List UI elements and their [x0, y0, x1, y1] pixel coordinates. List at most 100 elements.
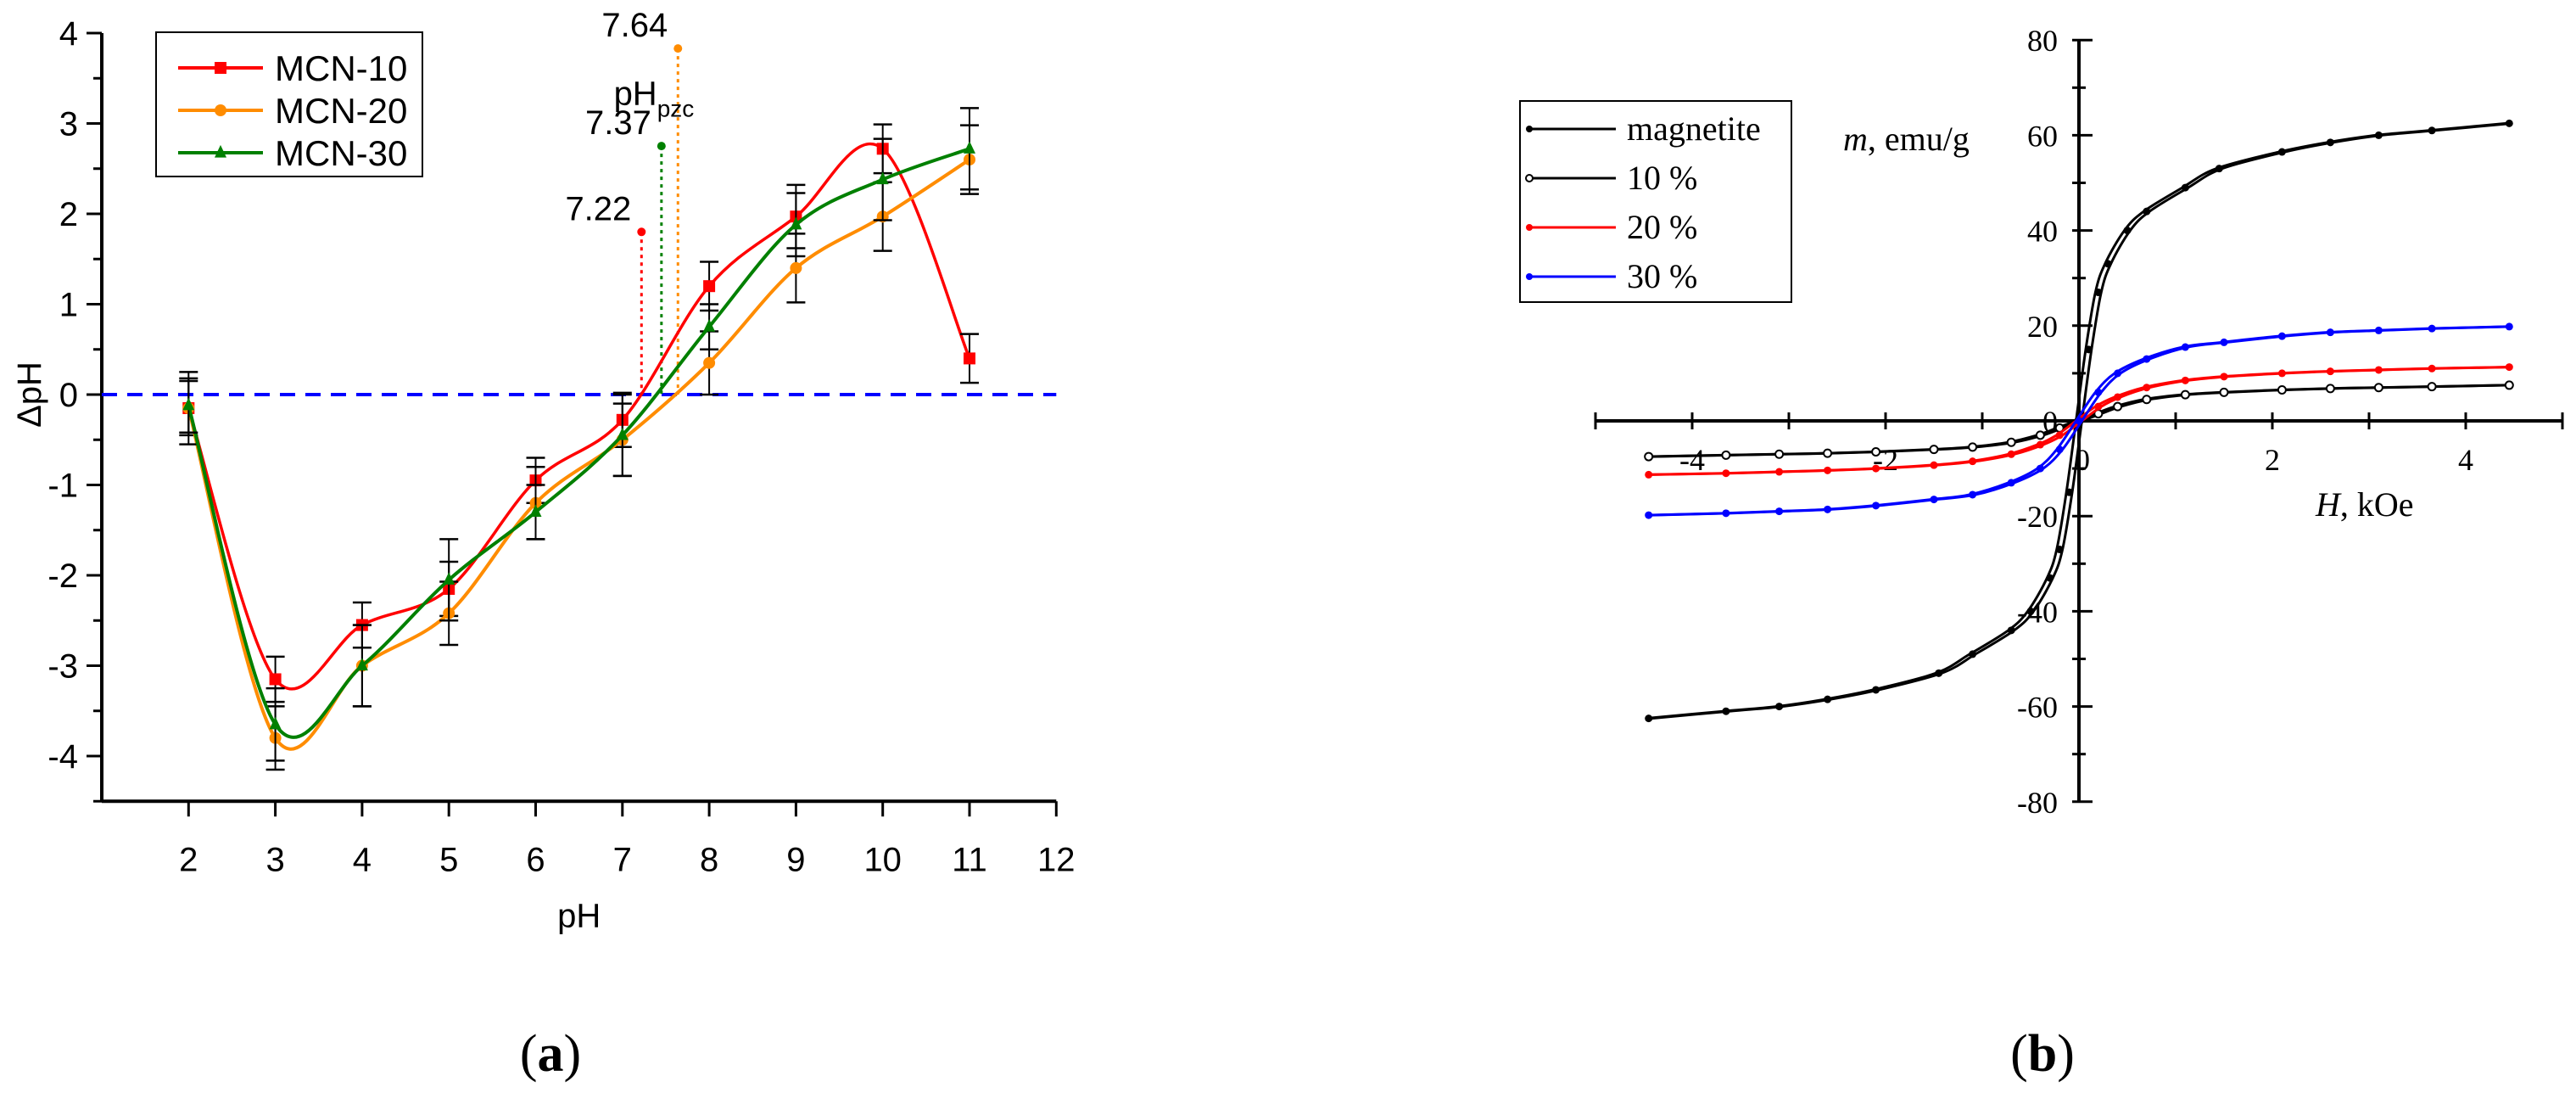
x-tick-label: 7	[613, 841, 632, 878]
data-point	[1935, 669, 1943, 677]
data-point	[215, 104, 226, 116]
data-point	[443, 572, 455, 585]
data-point	[355, 658, 368, 671]
series-30	[1645, 322, 2513, 519]
data-point	[2180, 389, 2190, 400]
series-line	[187, 142, 971, 691]
data-point	[2505, 322, 2513, 331]
pzc-value-label: 7.22	[565, 190, 631, 227]
data-point	[2036, 440, 2044, 449]
data-point	[2277, 148, 2286, 156]
data-point	[2277, 385, 2287, 395]
data-point	[2220, 338, 2228, 346]
data-point	[1823, 448, 1833, 458]
data-point	[1645, 470, 1653, 479]
data-point	[1526, 273, 1533, 280]
data-point	[2114, 393, 2122, 401]
y-tick-label: 60	[2027, 119, 2058, 153]
data-point	[2505, 119, 2513, 127]
data-point	[1722, 509, 1730, 518]
data-point	[2325, 384, 2335, 394]
data-point	[1969, 650, 1977, 658]
x-tick-label: 5	[439, 841, 458, 878]
data-point	[1722, 707, 1730, 715]
data-point	[2427, 382, 2437, 392]
series-mcn-30	[179, 107, 979, 762]
y-tick-label: 80	[2027, 24, 2058, 58]
data-point	[2114, 369, 2122, 378]
y-tick-label: -3	[47, 648, 78, 686]
data-point	[2026, 607, 2035, 615]
data-point	[2036, 464, 2044, 473]
data-point	[1969, 457, 1977, 466]
data-point	[2094, 388, 2103, 396]
data-point	[2326, 367, 2334, 376]
data-point	[1775, 703, 1784, 711]
data-point	[1824, 466, 1832, 474]
data-point	[1824, 695, 1832, 703]
data-point	[2143, 207, 2151, 216]
y-tick-label: 3	[59, 106, 78, 143]
data-point	[2046, 574, 2054, 582]
y-tick-label: -60	[2017, 691, 2058, 725]
data-point	[2055, 431, 2064, 440]
y-tick-label: 40	[2027, 215, 2058, 249]
data-point	[2220, 373, 2228, 381]
data-point	[1872, 686, 1880, 694]
data-point	[2373, 383, 2383, 393]
x-tick-label: 10	[863, 841, 902, 878]
y-tick-label: 20	[2027, 310, 2058, 344]
data-point	[2326, 328, 2334, 337]
y-axis-label: ΔpH	[11, 361, 48, 428]
data-point	[2181, 343, 2189, 351]
pzc-point	[673, 44, 683, 53]
x-tick-label: 9	[786, 841, 805, 878]
data-point	[1775, 468, 1784, 476]
y-tick-label: -80	[2017, 786, 2058, 820]
data-point	[703, 319, 716, 332]
x-tick-label: 11	[952, 841, 987, 878]
x-tick-label: 6	[526, 841, 545, 878]
x-tick-label: 2	[179, 841, 198, 878]
series-line	[187, 158, 971, 751]
data-point	[2326, 138, 2334, 147]
data-point	[2007, 479, 2015, 487]
x-tick-label: -4	[1679, 443, 1705, 477]
data-point	[2113, 401, 2123, 412]
data-point	[2504, 380, 2514, 390]
data-point	[2075, 417, 2083, 425]
y-tick-label: 2	[59, 196, 78, 233]
x-tick-label: 3	[265, 841, 284, 878]
pzc-point	[637, 227, 646, 237]
y-tick-label: 1	[59, 287, 78, 324]
data-point	[2094, 402, 2103, 411]
data-point	[2428, 364, 2436, 373]
x-axis-label: pH	[557, 897, 601, 934]
y-tick-label: -2	[47, 558, 78, 595]
data-point	[1526, 224, 1533, 231]
data-point	[2143, 355, 2151, 363]
data-point	[1644, 451, 1654, 462]
data-point	[2007, 626, 2015, 635]
data-point	[1721, 450, 1731, 460]
data-point	[2374, 366, 2383, 374]
data-point	[2104, 260, 2112, 268]
data-point	[1525, 174, 1534, 182]
data-point	[964, 141, 975, 154]
data-point	[1929, 445, 1939, 455]
data-point	[1930, 496, 1938, 504]
data-point	[2055, 445, 2064, 454]
y-tick-label: -4	[47, 738, 78, 776]
data-point	[2035, 430, 2045, 440]
data-point	[215, 62, 226, 74]
x-tick-label: 4	[353, 841, 372, 878]
x-tick-label: 2	[2265, 443, 2280, 477]
legend-label: MCN-10	[275, 48, 407, 88]
data-point	[2277, 332, 2286, 340]
data-point	[1774, 449, 1785, 459]
data-point	[964, 352, 975, 365]
data-point	[1872, 501, 1880, 510]
data-point	[2215, 165, 2223, 173]
